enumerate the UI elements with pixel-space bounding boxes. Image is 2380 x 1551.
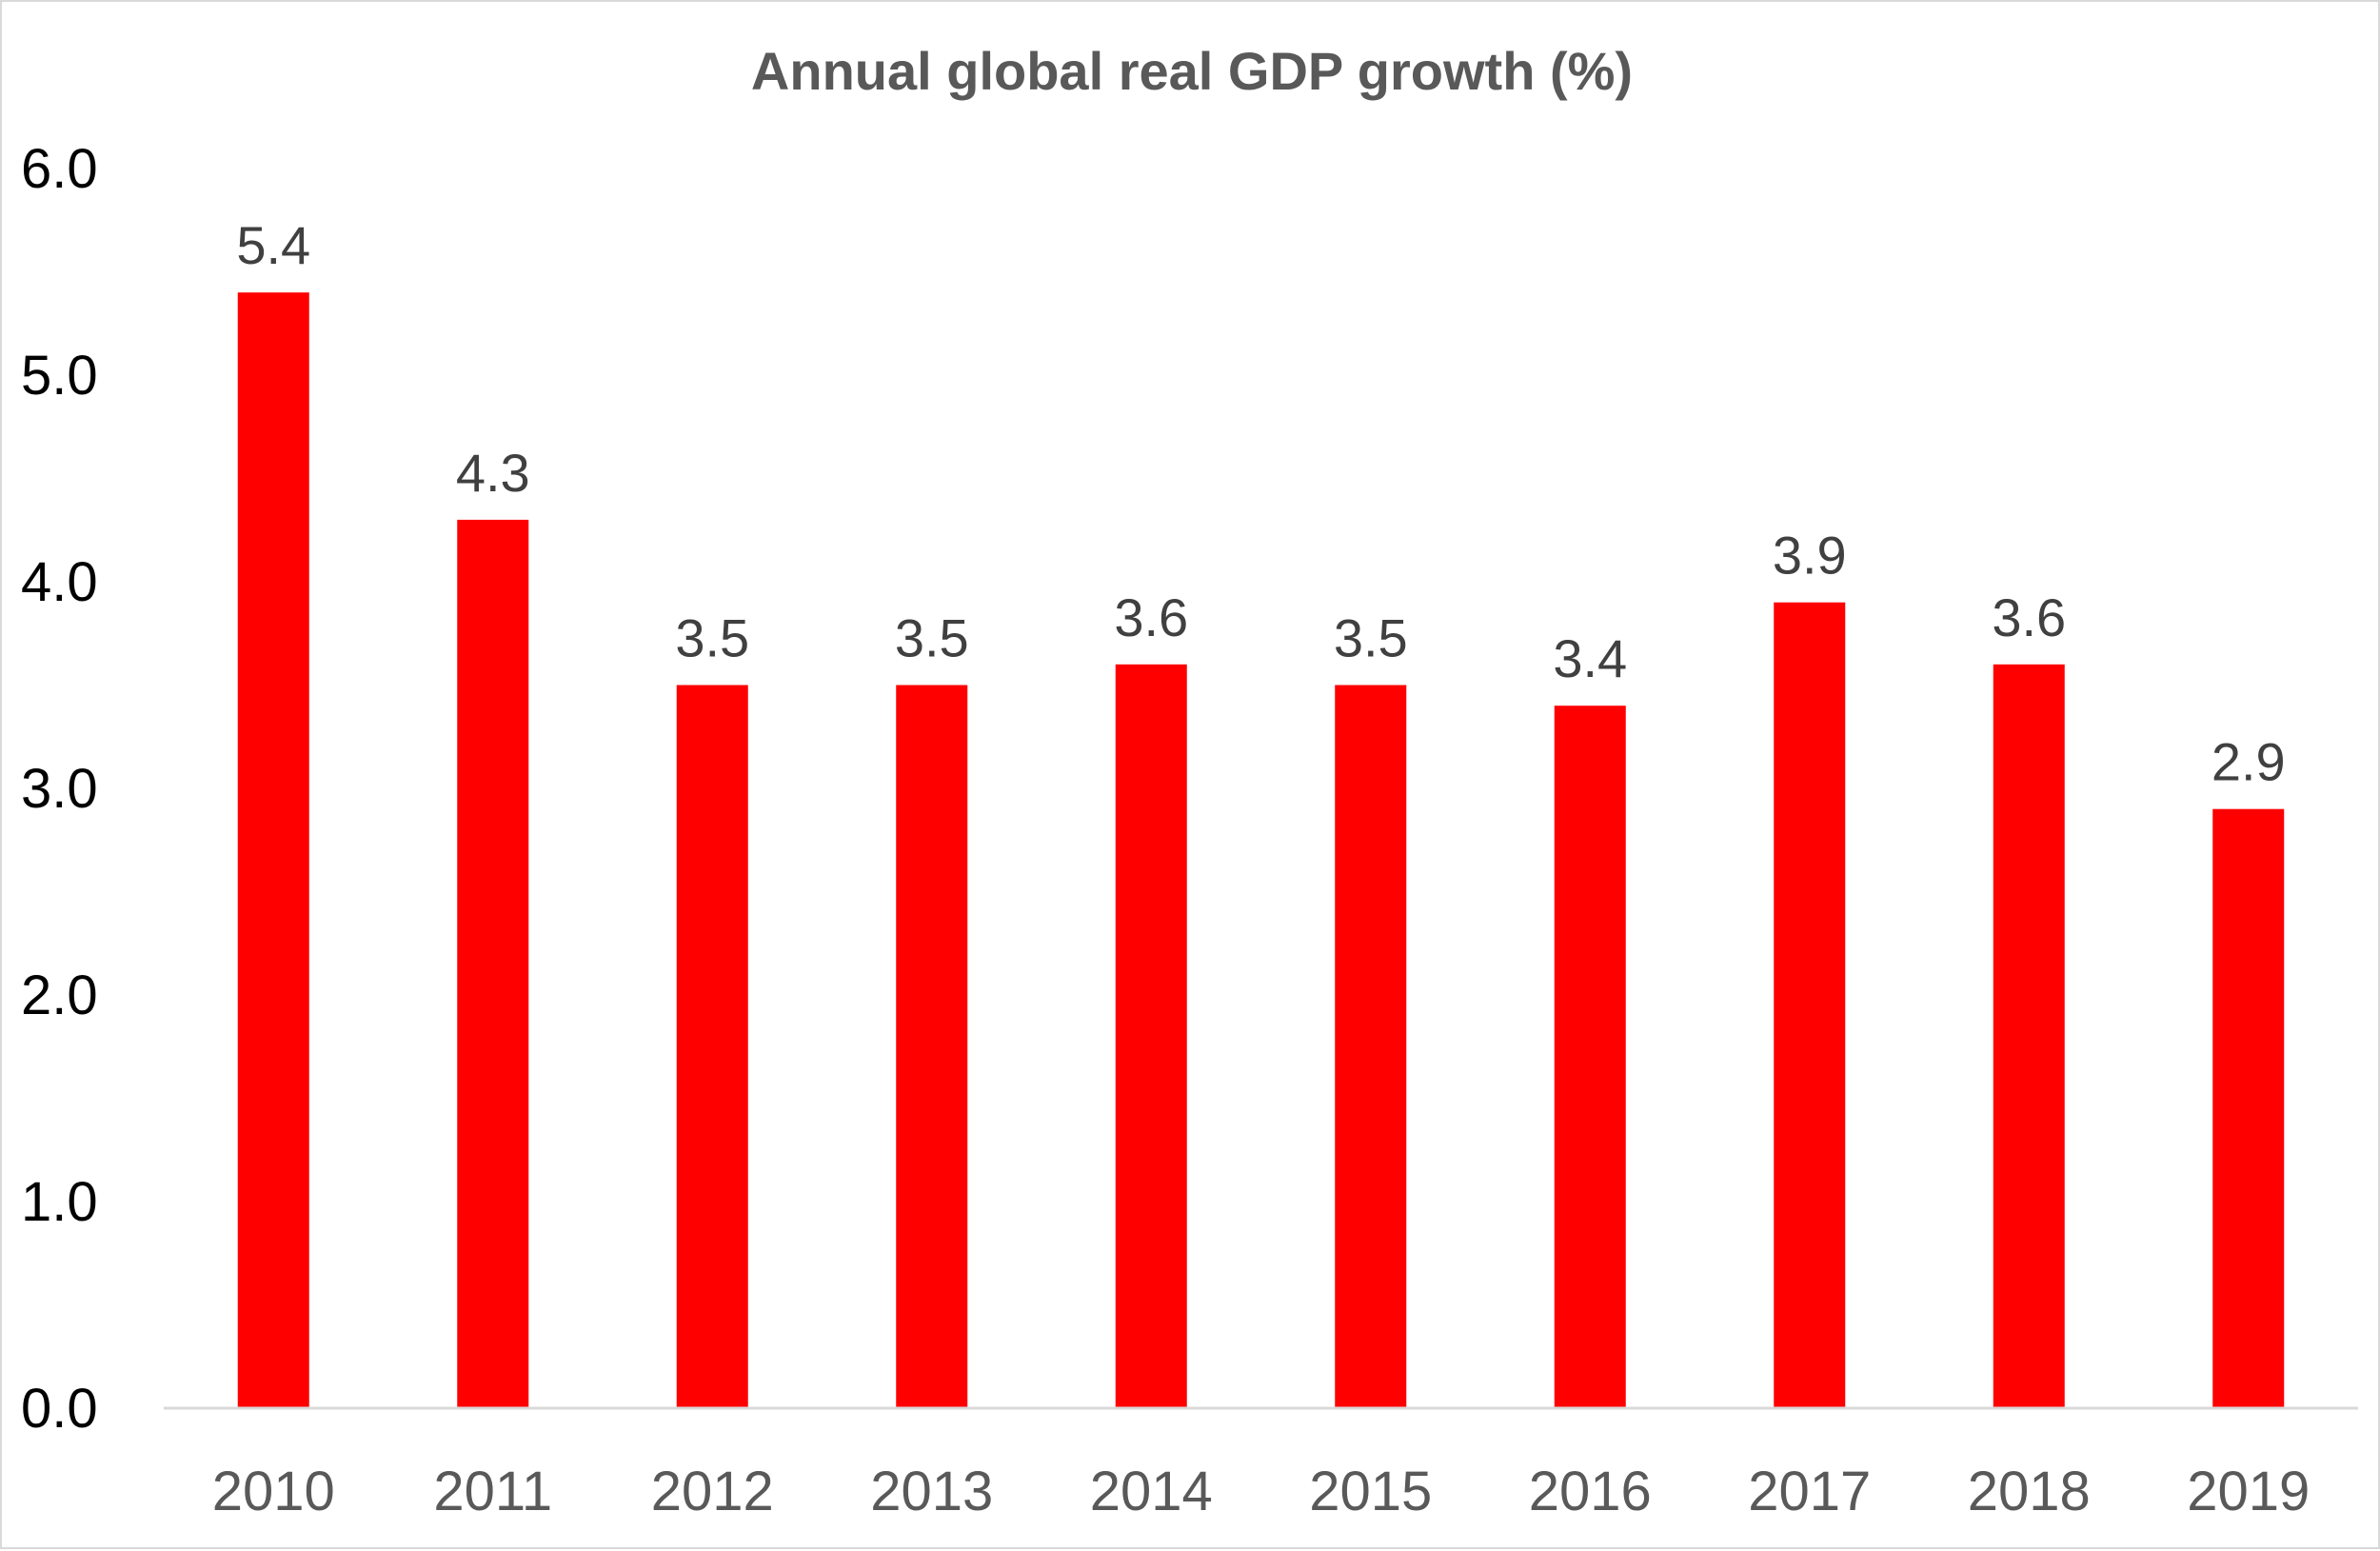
data-label-2013: 3.5 — [895, 608, 969, 668]
data-label-2018: 3.6 — [1992, 587, 2066, 647]
data-label-2015: 3.5 — [1334, 608, 1408, 668]
x-tick-label-2019: 2019 — [2187, 1461, 2310, 1522]
y-tick-label: 2.0 — [21, 964, 98, 1026]
x-tick-label-2017: 2017 — [1748, 1461, 1871, 1522]
y-tick-label: 1.0 — [21, 1171, 98, 1233]
bar-2016 — [1554, 706, 1626, 1408]
data-label-2010: 5.4 — [236, 215, 310, 275]
y-axis-ticks: 0.0 1.0 2.0 3.0 4.0 5.0 6.0 — [21, 138, 98, 1440]
x-tick-label-2012: 2012 — [651, 1461, 774, 1522]
bars — [237, 292, 2285, 1409]
bar-2015 — [1335, 685, 1407, 1408]
data-label-2019: 2.9 — [2211, 732, 2286, 792]
bar-2014 — [1115, 664, 1187, 1408]
data-label-2012: 3.5 — [675, 608, 749, 668]
bar-2013 — [896, 685, 968, 1408]
bar-2018 — [1993, 664, 2065, 1408]
y-tick-label: 0.0 — [21, 1378, 98, 1440]
x-tick-label-2014: 2014 — [1090, 1461, 1213, 1522]
x-tick-label-2013: 2013 — [870, 1461, 993, 1522]
data-label-2011: 4.3 — [456, 443, 530, 503]
x-axis-ticks: 2010 2011 2012 2013 2014 2015 2016 2017 2018 2019 — [212, 1461, 2311, 1522]
data-label-2016: 3.4 — [1553, 628, 1627, 688]
bar-2019 — [2212, 808, 2285, 1408]
y-tick-label: 5.0 — [21, 345, 98, 407]
x-tick-label-2010: 2010 — [212, 1461, 335, 1522]
y-tick-label: 3.0 — [21, 758, 98, 820]
data-label-2014: 3.6 — [1114, 587, 1188, 647]
y-tick-label: 6.0 — [21, 138, 98, 200]
x-tick-label-2011: 2011 — [433, 1461, 552, 1522]
data-label-2017: 3.9 — [1773, 526, 1847, 586]
bar-2017 — [1774, 602, 1846, 1408]
bar-2012 — [676, 685, 748, 1408]
bar-2011 — [457, 519, 529, 1408]
x-tick-label-2018: 2018 — [1968, 1461, 2091, 1522]
bar-2010 — [237, 292, 309, 1409]
y-tick-label: 4.0 — [21, 551, 98, 613]
chart-title: Annual global real GDP growth (%) — [751, 41, 1633, 101]
data-labels: 5.4 4.3 3.5 3.5 3.6 3.5 3.4 3.9 3.6 2.9 — [236, 215, 2285, 792]
x-tick-label-2015: 2015 — [1309, 1461, 1432, 1522]
x-tick-label-2016: 2016 — [1529, 1461, 1652, 1522]
